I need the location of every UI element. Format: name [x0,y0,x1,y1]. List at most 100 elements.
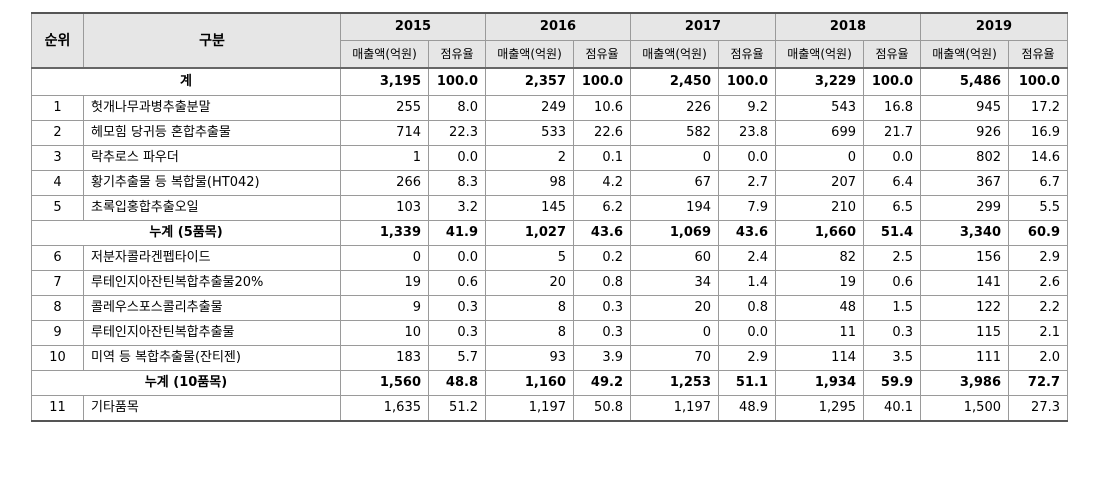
share-cell: 17.2 [1008,95,1068,121]
sales-cell: 82 [775,245,864,271]
sales-cell: 926 [920,120,1009,146]
share-cell: 0.3 [573,320,631,346]
rank-cell: 5 [31,195,84,221]
share-cell: 7.9 [718,195,776,221]
share-cell: 60.9 [1008,220,1068,246]
sales-header: 매출액(억원) [920,40,1009,69]
rank-cell: 1 [31,95,84,121]
share-cell: 6.2 [573,195,631,221]
sales-cell: 1,253 [630,370,719,396]
sales-cell: 9 [340,295,429,321]
sales-cell: 2,450 [630,67,719,96]
year-header: 2018 [775,12,921,41]
share-cell: 2.0 [1008,345,1068,371]
share-cell: 5.7 [428,345,486,371]
sales-cell: 226 [630,95,719,121]
sales-cell: 5,486 [920,67,1009,96]
sales-cell: 1,197 [630,395,719,422]
share-cell: 8.3 [428,170,486,196]
sales-cell: 19 [775,270,864,296]
sales-cell: 0 [630,320,719,346]
table-row: 6 저분자콜라겐펩타이드 0 0.0 5 0.2 60 2.4 82 2.5 156 2.9 [31,245,1068,271]
sales-cell: 543 [775,95,864,121]
sales-cell: 48 [775,295,864,321]
share-cell: 100.0 [1008,67,1068,96]
sales-cell: 207 [775,170,864,196]
share-cell: 3.2 [428,195,486,221]
share-cell: 0.1 [573,145,631,171]
sales-cell: 1 [340,145,429,171]
share-cell: 0.6 [863,270,921,296]
sales-cell: 114 [775,345,864,371]
rank-cell: 7 [31,270,84,296]
share-cell: 10.6 [573,95,631,121]
sales-cell: 60 [630,245,719,271]
share-cell: 0.0 [718,145,776,171]
share-cell: 3.5 [863,345,921,371]
share-cell: 0.3 [428,320,486,346]
sales-cell: 3,229 [775,67,864,96]
share-cell: 0.0 [428,145,486,171]
sales-cell: 1,339 [340,220,429,246]
sales-cell: 255 [340,95,429,121]
share-cell: 100.0 [573,67,631,96]
sales-cell: 2 [485,145,574,171]
share-cell: 8.0 [428,95,486,121]
rank-cell: 4 [31,170,84,196]
subtotal10-label: 누계 (10품목) [31,370,341,396]
item-name-cell: 기타품목 [83,395,341,422]
sales-cell: 20 [630,295,719,321]
sales-cell: 210 [775,195,864,221]
share-cell: 0.2 [573,245,631,271]
table-row: 5 초록입홍합추출오일 103 3.2 145 6.2 194 7.9 210 6.5 299 5.5 [31,195,1068,221]
sales-header: 매출액(억원) [485,40,574,69]
sales-cell: 1,069 [630,220,719,246]
share-cell: 51.4 [863,220,921,246]
sales-cell: 103 [340,195,429,221]
share-cell: 51.2 [428,395,486,422]
sales-cell: 93 [485,345,574,371]
sales-cell: 367 [920,170,1009,196]
share-cell: 2.7 [718,170,776,196]
header-row-years: 순위 구분 2015 2016 2017 2018 2019 [31,12,1068,69]
sales-cell: 1,160 [485,370,574,396]
sales-cell: 1,027 [485,220,574,246]
share-cell: 100.0 [428,67,486,96]
share-cell: 6.7 [1008,170,1068,196]
share-cell: 4.2 [573,170,631,196]
sales-cell: 5 [485,245,574,271]
sales-cell: 2,357 [485,67,574,96]
item-name-cell: 저분자콜라겐펩타이드 [83,245,341,271]
table-row: 10 미역 등 복합추출물(잔티젠) 183 5.7 93 3.9 70 2.9 114 3.5 1… [31,345,1068,371]
item-name-cell: 헛개나무과병추출분말 [83,95,341,121]
share-cell: 0.3 [428,295,486,321]
sales-cell: 0 [630,145,719,171]
share-cell: 6.5 [863,195,921,221]
share-cell: 1.4 [718,270,776,296]
sales-header: 매출액(억원) [630,40,719,69]
sales-cell: 34 [630,270,719,296]
sales-cell: 0 [775,145,864,171]
year-header: 2017 [630,12,776,41]
total-label: 계 [31,67,341,96]
share-cell: 100.0 [718,67,776,96]
sales-cell: 8 [485,320,574,346]
share-cell: 0.3 [573,295,631,321]
sales-cell: 1,560 [340,370,429,396]
share-cell: 41.9 [428,220,486,246]
sales-cell: 115 [920,320,1009,346]
sales-cell: 1,660 [775,220,864,246]
table-row: 11 기타품목 1,635 51.2 1,197 50.8 1,197 48.9 1,295 40… [31,395,1068,422]
sales-cell: 945 [920,95,1009,121]
table-row: 9 루테인지아잔틴복합추출물 10 0.3 8 0.3 0 0.0 11 0.3 115 2.1 [31,320,1068,346]
share-cell: 2.2 [1008,295,1068,321]
year-header: 2019 [920,12,1068,41]
share-cell: 22.3 [428,120,486,146]
table-row: 1 헛개나무과병추출분말 255 8.0 249 10.6 226 9.2 543 16.8 945… [31,95,1068,121]
subtotal10-row: 누계 (10품목) 1,560 48.8 1,160 49.2 1,253 51.1 1,93… [31,370,1068,396]
sales-cell: 266 [340,170,429,196]
share-cell: 2.1 [1008,320,1068,346]
share-cell: 59.9 [863,370,921,396]
item-name-cell: 락추로스 파우더 [83,145,341,171]
sales-cell: 1,500 [920,395,1009,422]
